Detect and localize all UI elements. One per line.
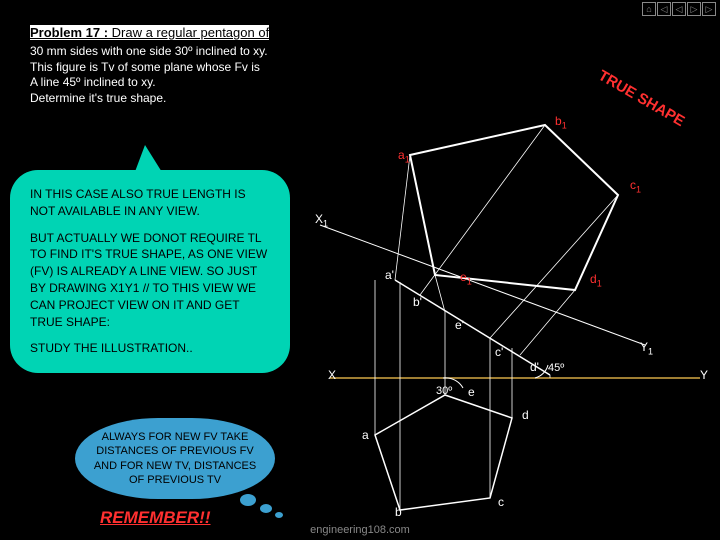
label-45: 45º <box>548 362 564 374</box>
nav-back-icon[interactable]: ◁ <box>672 2 686 16</box>
nav-icons: ⌂ ◁ ◁ ▷ ▷ <box>642 2 716 16</box>
thought-bubble-icon <box>240 494 256 506</box>
label-e1: e1 <box>460 270 472 286</box>
label-d: d <box>522 408 529 422</box>
label-a1: a1 <box>398 148 410 164</box>
label-e: e <box>468 385 475 399</box>
label-b: b <box>395 505 402 519</box>
nav-fwd-icon[interactable]: ▷ <box>702 2 716 16</box>
nav-prev-icon[interactable]: ◁ <box>657 2 671 16</box>
label-ap: a' <box>385 268 394 282</box>
callout-p2: BUT ACTUALLY WE DONOT REQUIRE TL TO FIND… <box>30 230 270 331</box>
label-d1: d1 <box>590 272 602 288</box>
problem-statement: Problem 17 : Draw a regular pentagon of … <box>30 24 310 106</box>
thought-bubble-icon <box>260 504 272 513</box>
explanation-callout: IN THIS CASE ALSO TRUE LENGTH IS NOT AVA… <box>10 170 290 373</box>
label-c: c <box>498 495 504 509</box>
label-Y: Y <box>700 368 708 382</box>
thought-cloud: ALWAYS FOR NEW FV TAKE DISTANCES OF PREV… <box>75 418 275 499</box>
label-Y1: Y1 <box>640 340 653 356</box>
callout-p1: IN THIS CASE ALSO TRUE LENGTH IS NOT AVA… <box>30 186 270 220</box>
nav-home-icon[interactable]: ⌂ <box>642 2 656 16</box>
label-c1: c1 <box>630 178 641 194</box>
label-dp: d' <box>530 360 539 374</box>
label-bp: b' <box>413 295 422 309</box>
label-X1: X1 <box>315 212 328 228</box>
label-cp: c' <box>495 345 503 359</box>
problem-body: 30 mm sides with one side 30º inclined t… <box>30 44 310 106</box>
problem-title: Problem 17 : Draw a regular pentagon of <box>30 25 269 40</box>
true-shape-label: TRUE SHAPE <box>596 67 688 130</box>
label-30: 30º <box>436 385 452 397</box>
label-ep: e' <box>455 318 464 332</box>
thought-text: ALWAYS FOR NEW FV TAKE DISTANCES OF PREV… <box>94 431 256 486</box>
label-a: a <box>362 428 369 442</box>
label-X: X <box>328 368 336 382</box>
nav-next-icon[interactable]: ▷ <box>687 2 701 16</box>
thought-bubble-icon <box>275 512 283 518</box>
label-b1: b1 <box>555 114 567 130</box>
remember-text: REMEMBER!! <box>100 508 211 528</box>
callout-p3: STUDY THE ILLUSTRATION.. <box>30 340 270 357</box>
footer: engineering108.com <box>310 524 410 536</box>
